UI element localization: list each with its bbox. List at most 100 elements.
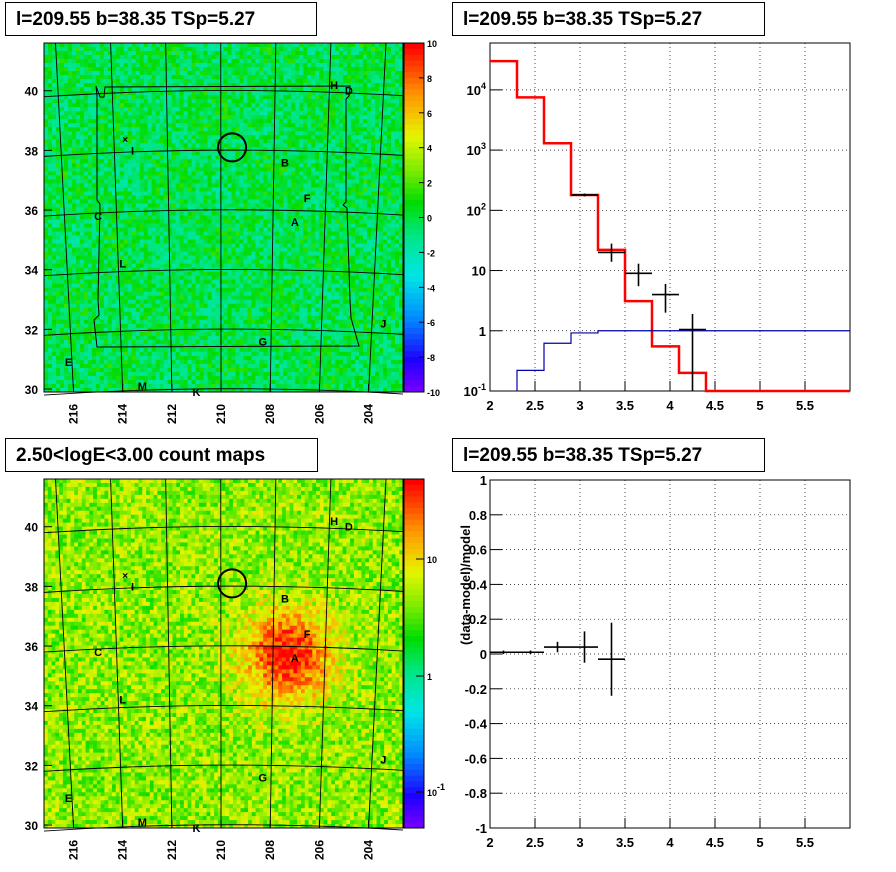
tl-colorbar-cell [404, 322, 424, 329]
bl-colorbar-cell [404, 566, 424, 573]
bl-colorbar-cell [404, 758, 424, 765]
tl-colorbar-cell [404, 130, 424, 137]
bl-x-tick-label: 212 [165, 840, 179, 860]
bl-colorbar-tick-label: 10 [427, 555, 437, 565]
bl-colorbar-cell [404, 752, 424, 759]
bl-colorbar-cell [404, 676, 424, 684]
br-y-tick-label: -0.2 [465, 682, 487, 697]
tl-lon-line [110, 42, 124, 393]
tl-colorbar-cell [404, 362, 424, 370]
bl-colorbar-cell [404, 531, 424, 538]
bl-colorbar-cell [404, 804, 424, 812]
tl-colorbar-cell [404, 118, 424, 125]
bl-colorbar-cell [404, 711, 424, 718]
br-x-tick-label: 4 [666, 835, 674, 850]
tl-source-label: I [131, 145, 134, 157]
tl-colorbar-cell [404, 165, 424, 172]
tl-colorbar-cell [404, 72, 424, 79]
bl-source-label: L [119, 695, 126, 707]
br-x-tick-label: 5.5 [796, 835, 814, 850]
tl-colorbar-cell [404, 153, 424, 160]
tl-colorbar-cell [404, 269, 424, 277]
tl-colorbar-cell [404, 357, 424, 364]
bl-colorbar-cell [404, 479, 424, 486]
tr-y-tick-label: 10 [472, 264, 486, 279]
tl-colorbar-cell [404, 147, 424, 155]
tl-colorbar-cell [404, 229, 424, 236]
bl-source-label: J [380, 754, 386, 766]
tl-colorbar-tick-label: 2 [427, 179, 432, 189]
tl-lat-line [43, 209, 404, 217]
tl-x-tick-label: 210 [214, 404, 228, 424]
tl-colorbar-tick-label: 10 [427, 39, 437, 49]
tr-x-tick-label: 2 [486, 398, 493, 413]
bl-source-label: M [138, 817, 147, 829]
bl-colorbar-cell [404, 647, 424, 654]
bl-colorbar-cell [404, 560, 424, 567]
bl-colorbar-cell [404, 816, 424, 823]
bl-colorbar-cell [404, 659, 424, 666]
br-data-point [517, 650, 544, 654]
bl-colorbar-cell [404, 769, 424, 777]
bl-source-label: G [259, 772, 268, 784]
br-data-point [490, 650, 517, 654]
tl-lat-line [43, 268, 404, 277]
bl-colorbar-cell [404, 787, 424, 794]
br-x-tick-label: 2 [486, 835, 493, 850]
bl-y-tick-label: 38 [25, 580, 39, 594]
bl-x-tick-label: 204 [362, 840, 376, 860]
bl-colorbar-cell [404, 793, 424, 800]
tl-source-label: M [138, 381, 147, 393]
bl-x-tick-label: 210 [214, 840, 228, 860]
bl-colorbar-cell [404, 694, 424, 701]
bl-lon-line [318, 478, 332, 829]
bl-lon-line [55, 478, 74, 829]
tl-graticule [43, 42, 404, 396]
bl-lat-line [43, 764, 404, 772]
bl-colorbar-cell [404, 502, 424, 509]
tl-lon-line [269, 42, 277, 393]
tr-x-tick-label: 4.5 [706, 398, 724, 413]
bl-cross-mark: × [122, 571, 128, 582]
bl-lon-line [110, 478, 124, 829]
tl-lon-line [318, 42, 332, 393]
bl-colorbar-cell [404, 490, 424, 497]
br-x-tick-label: 3.5 [616, 835, 634, 850]
tr-x-tick-label: 4 [666, 398, 674, 413]
tr-x-tick-label: 3 [576, 398, 583, 413]
tl-y-tick-label: 40 [25, 85, 39, 99]
tl-colorbar-cell [404, 316, 424, 323]
bl-colorbar-cell [404, 577, 424, 585]
tl-colorbar-tick-label: 8 [427, 74, 432, 84]
tr-y-tick-label: 103 [467, 141, 486, 158]
br-x-tick-label: 2.5 [526, 835, 544, 850]
tl-source-label: G [259, 336, 268, 348]
bl-colorbar-cell [404, 641, 424, 649]
bl-colorbar-cell [404, 636, 424, 643]
bl-colorbar-cell [404, 700, 424, 707]
tl-x-tick-label: 204 [362, 404, 376, 424]
br-y-tick-label: 0.4 [469, 577, 488, 592]
br-y-tick-label: -0.6 [465, 751, 487, 766]
tl-lon-line [55, 42, 74, 393]
tl-lat-line [43, 149, 404, 157]
tl-y-tick-label: 30 [25, 383, 39, 397]
bl-colorbar-cell [404, 822, 424, 829]
tl-colorbar-cell [404, 101, 424, 108]
tr-data-point [598, 243, 625, 262]
bl-colorbar-cell [404, 810, 424, 817]
tl-colorbar-cell [404, 351, 424, 358]
bl-colorbar-cell [404, 513, 424, 521]
bl-source-label: A [291, 653, 299, 665]
bl-colorbar-cell [404, 682, 424, 689]
tr-grid [489, 43, 850, 391]
bl-colorbar-frame [403, 478, 425, 829]
br-data-point [544, 641, 571, 653]
tl-colorbar-cell [404, 240, 424, 248]
tl-colorbar-cell [404, 287, 424, 294]
tr-x-tick-label: 5 [756, 398, 763, 413]
bl-colorbar-cell [404, 665, 424, 672]
tr-y-tick-label: 102 [467, 201, 486, 218]
bl-colorbar-cell [404, 548, 424, 556]
